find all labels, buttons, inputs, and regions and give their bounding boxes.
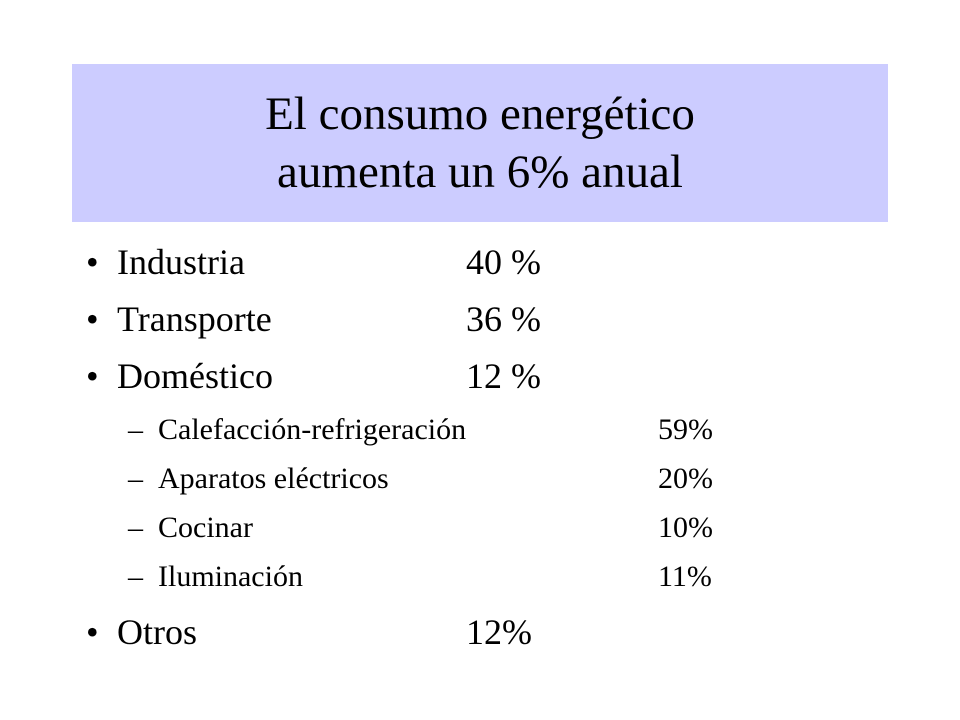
subitem-label: Iluminación (158, 560, 303, 593)
item-label: Otros (117, 612, 197, 652)
subitem-label: Aparatos eléctricos (158, 462, 389, 495)
subitem-label: Calefacción-refrigeración (158, 413, 467, 446)
subitem-value: 20% (658, 462, 713, 495)
item-value: 12 % (466, 356, 541, 396)
item-label: Doméstico (117, 356, 273, 396)
subitem-label: Cocinar (158, 511, 253, 544)
bullet-icon: • (86, 242, 99, 282)
subitem-value: 10% (658, 511, 713, 544)
bullet-icon: • (86, 612, 99, 652)
dash-icon: – (128, 413, 143, 446)
item-value: 12% (466, 612, 532, 652)
title-line-2: aumenta un 6% anual (277, 146, 683, 198)
item-value: 40 % (466, 242, 541, 282)
item-value: 36 % (466, 299, 541, 339)
item-label: Industria (117, 242, 245, 282)
subitem-value: 59% (658, 413, 713, 446)
subitem-value: 11% (658, 560, 712, 593)
item-label: Transporte (117, 299, 272, 339)
dash-icon: – (128, 560, 143, 593)
title-line-1: El consumo energético (265, 88, 695, 140)
dash-icon: – (128, 462, 143, 495)
slide-title: El consumo energético aumenta un 6% anua… (72, 64, 888, 222)
bullet-icon: • (86, 299, 99, 339)
dash-icon: – (128, 511, 143, 544)
bullet-icon: • (86, 356, 99, 396)
